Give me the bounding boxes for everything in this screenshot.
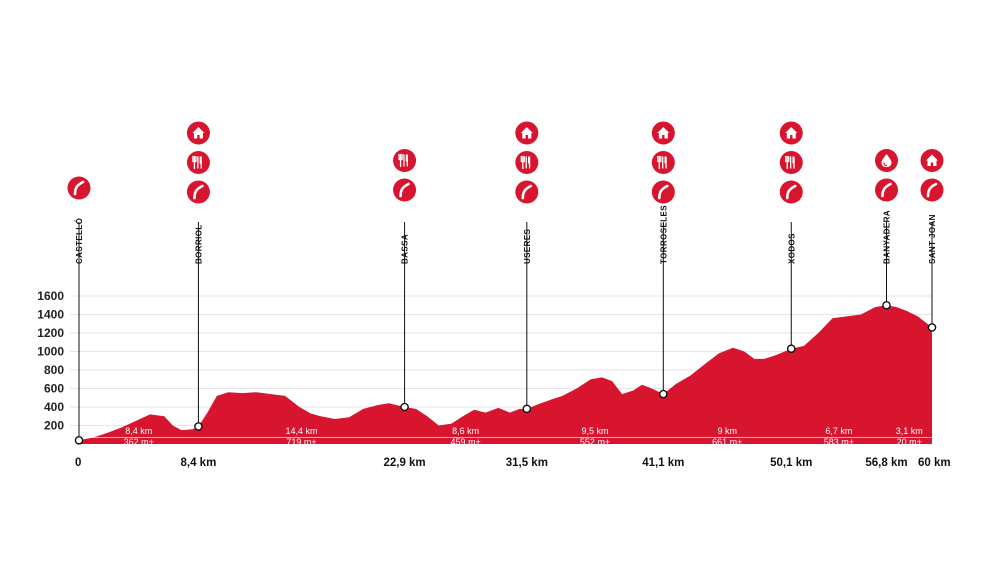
- segment-ascent: 20 m+: [897, 437, 922, 447]
- segment-distance: 9 km: [718, 426, 738, 436]
- segment-distance: 14,4 km: [285, 426, 317, 436]
- waypoint-marker: [400, 402, 409, 412]
- y-tick-label: 1000: [37, 345, 64, 359]
- y-axis: 200 400 600 800 1000 1200 1400 1600: [37, 289, 64, 433]
- waypoint-torroseles: TORROSELES: [651, 121, 675, 399]
- y-tick-label: 1200: [37, 326, 64, 340]
- segment-distance: 6,7 km: [825, 426, 852, 436]
- waypoint-marker: [522, 404, 532, 414]
- segment-distance: 8,6 km: [452, 426, 479, 436]
- waypoint-marker: [786, 344, 796, 354]
- segment-ascent: 661 m+: [712, 437, 742, 447]
- waypoint-name: BANYADERA: [883, 210, 892, 264]
- waypoint-name: TORROSELES: [659, 205, 668, 264]
- x-tick-label: 50,1 km: [770, 457, 812, 469]
- segment-distance: 9,5 km: [582, 426, 609, 436]
- segment-ascent: 459 m+: [451, 437, 481, 447]
- waypoints: CASTELLÓ BORRIOL BASSA USERES TORROSELES XODO…: [67, 121, 944, 445]
- x-axis: 0 8,4 km 22,9 km 31,5 km 41,1 km 50,1 km 56,8 …: [75, 457, 951, 469]
- y-tick-label: 1600: [37, 289, 64, 303]
- waypoint-castell-: CASTELLÓ: [67, 176, 91, 445]
- waypoint-xodos: XODOS: [779, 121, 803, 354]
- road-icon-bg: [920, 178, 944, 202]
- road-icon-bg: [515, 180, 539, 204]
- segment-distance: 8,4 km: [125, 426, 152, 436]
- x-tick-label: 41,1 km: [642, 457, 684, 469]
- waypoint-bassa: BASSA: [393, 149, 417, 412]
- waypoint-marker: [927, 323, 937, 332]
- y-tick-label: 800: [44, 363, 64, 377]
- segment-distance: 3,1 km: [896, 426, 923, 436]
- y-tick-label: 1400: [37, 308, 64, 322]
- waypoint-name: BASSA: [401, 234, 410, 264]
- x-tick-label: 56,8 km: [865, 457, 907, 469]
- segment-ascent: 719 m+: [286, 437, 316, 447]
- waypoint-marker: [882, 300, 891, 310]
- waypoint-name: CASTELLÓ: [75, 218, 84, 264]
- waypoint-banyadera: BANYADERA: [875, 149, 899, 310]
- x-tick-label: 0: [75, 457, 81, 469]
- road-icon-bg: [875, 178, 899, 202]
- road-icon-bg: [779, 180, 803, 204]
- waypoint-name: USERES: [523, 228, 532, 264]
- waypoint-marker: [659, 389, 668, 399]
- waypoint-borriol: BORRIOL: [186, 121, 210, 431]
- road-icon-bg: [651, 180, 675, 204]
- segment-ascent: 583 m+: [824, 437, 854, 447]
- waypoint-sant-joan: SANT JOAN: [920, 149, 944, 332]
- waypoint-useres: USERES: [515, 121, 539, 414]
- road-icon-bg: [393, 178, 417, 202]
- waypoint-marker: [194, 422, 203, 431]
- x-tick-label: 8,4 km: [181, 457, 217, 469]
- y-tick-label: 200: [44, 419, 64, 433]
- road-icon-bg: [67, 176, 91, 200]
- x-tick-label: 22,9 km: [383, 457, 425, 469]
- waypoint-marker: [74, 435, 84, 445]
- elevation-area: [79, 305, 932, 444]
- waypoint-name: SANT JOAN: [928, 214, 937, 264]
- y-tick-label: 600: [44, 382, 64, 396]
- x-tick-label: 31,5 km: [506, 457, 548, 469]
- x-tick-label: 60 km: [918, 457, 951, 469]
- segment-ascent: 362 m+: [124, 437, 154, 447]
- segment-ascent: 552 m+: [580, 437, 610, 447]
- waypoint-name: BORRIOL: [194, 224, 203, 264]
- y-tick-label: 400: [44, 400, 64, 414]
- road-icon-bg: [186, 180, 210, 204]
- profile-area: [79, 305, 932, 444]
- waypoint-name: XODOS: [787, 233, 796, 264]
